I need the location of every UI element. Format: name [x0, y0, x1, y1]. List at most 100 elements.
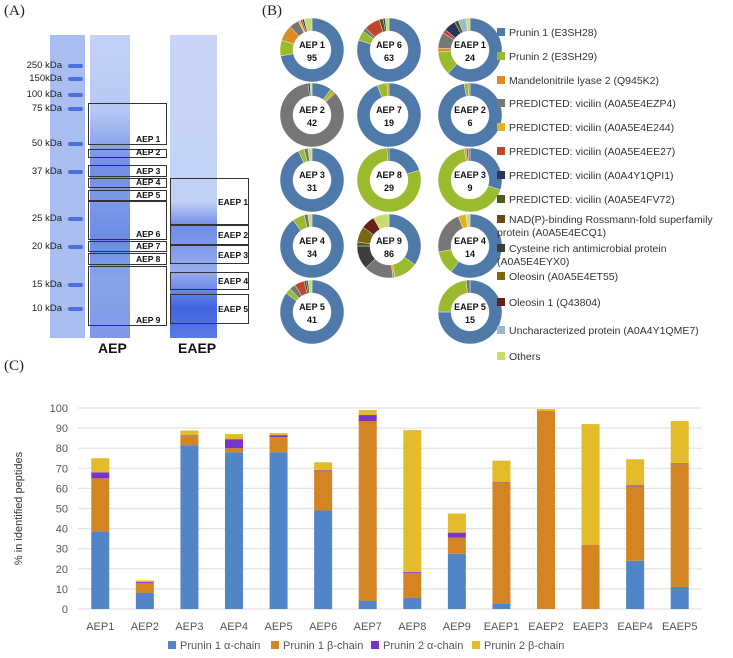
legend-swatch [271, 641, 279, 649]
bar-segment-prunin-2-α-chain [314, 470, 333, 472]
band-label: AEP 7 [136, 241, 161, 251]
band-box-eaep [170, 272, 249, 290]
x-tick-label: EAEP3 [573, 621, 608, 633]
donut-aep-2: AEP 2 42 [279, 82, 345, 148]
y-tick-label: 0 [62, 604, 68, 616]
donut-aep-5: AEP 5 41 [279, 279, 345, 345]
donut-segment [450, 213, 503, 279]
legend-label: Prunin 2 α-chain [383, 640, 463, 652]
donut-aep-4: AEP 4 34 [279, 213, 345, 279]
donut-segment [279, 279, 345, 345]
x-tick-label: AEP5 [265, 621, 293, 633]
legend-label: Prunin 2 β-chain [484, 640, 564, 652]
donut-aep-6: AEP 6 63 [356, 17, 422, 83]
legend-item: PREDICTED: vicilin (A0A5E4FV72) [497, 194, 729, 207]
marker-label: 10 kDa [31, 303, 62, 314]
band-label: AEP 1 [136, 134, 161, 144]
marker-band [68, 77, 83, 81]
donut-count: 41 [307, 315, 317, 325]
legend-label: Mandelonitrile lyase 2 (Q945K2) [509, 75, 659, 87]
legend-label: PREDICTED: vicilin (A0A5E4EZP4) [509, 98, 676, 110]
legend-label: Uncharacterized protein (A0A4Y1QME7) [509, 325, 699, 337]
bar-segment-prunin-1-β-chain [581, 544, 600, 609]
donut-segment [437, 82, 503, 148]
x-tick-label: AEP9 [443, 621, 471, 633]
marker-band [68, 107, 83, 111]
donut-eaep-2: EAEP 2 6 [437, 82, 503, 148]
x-tick-label: EAEP4 [617, 621, 652, 633]
bar-segment-prunin-1-α-chain [91, 531, 110, 609]
marker-label: 150kDa [29, 73, 62, 84]
bar-segment-prunin-2-α-chain [492, 481, 511, 483]
stacked-bar-chart: 0 10 20 30 40 50 60 70 80 90 100 % in identified pe… [13, 403, 702, 652]
donut-label: AEP 7 [376, 105, 402, 115]
legend-label: Prunin 2 (E3SH29) [509, 51, 598, 63]
bar-segment-prunin-1-β-chain [269, 437, 288, 453]
y-tick-label: 30 [56, 544, 68, 556]
donut-label: EAEP 1 [454, 40, 486, 50]
bar-segment-prunin-2-β-chain [670, 421, 689, 464]
bar-segment-prunin-2-α-chain [447, 532, 466, 538]
x-tick-label: AEP4 [220, 621, 248, 633]
bar-segment-prunin-1-α-chain [269, 452, 288, 609]
panel-label-c: (C) [4, 358, 24, 374]
donut-segment [307, 279, 313, 294]
band-box-eaep [170, 178, 249, 225]
y-tick-label: 60 [56, 483, 68, 495]
donut-segment [279, 147, 345, 213]
legend-item: Prunin 1 (E3SH28) [497, 27, 729, 40]
bar-segment-prunin-2-β-chain [626, 459, 645, 486]
legend-label: Oleosin 1 (Q43804) [509, 297, 601, 309]
legend-item: Oleosin (A0A5E4ET55) [497, 271, 729, 284]
donut-aep-9: AEP 9 86 [356, 213, 422, 279]
donut-segment [447, 17, 503, 83]
donut-label: AEP 5 [299, 302, 325, 312]
band-box-aep [88, 241, 167, 252]
donut-eaep-1: EAEP 1 24 [437, 17, 503, 83]
bar-segment-prunin-1-β-chain [403, 572, 422, 598]
chart-legend-item: Prunin 1 α-chain [168, 640, 260, 652]
legend-item: PREDICTED: vicilin (A0A5E4E244) [497, 122, 729, 135]
donut-aep-1: AEP 1 95 [279, 17, 345, 83]
donut-aep-3: AEP 3 31 [279, 147, 345, 213]
bar-segment-prunin-1-β-chain [447, 537, 466, 554]
bar-segment-prunin-1-β-chain [91, 478, 110, 532]
y-tick-label: 80 [56, 443, 68, 455]
bar-segment-prunin-1-α-chain [403, 597, 422, 609]
band-label: AEP 6 [136, 229, 161, 239]
legend-item: Cysteine rich antimicrobial protein (A0A… [497, 243, 729, 268]
band-label: AEP 4 [136, 177, 161, 187]
band-label: AEP 3 [136, 166, 161, 176]
bar-segment-prunin-1-α-chain [358, 600, 377, 609]
donut-label: AEP 8 [376, 170, 402, 180]
x-tick-label: AEP1 [86, 621, 114, 633]
legend-item: Mandelonitrile lyase 2 (Q945K2) [497, 75, 729, 88]
bar-segment-prunin-2-α-chain [135, 581, 154, 583]
chart-legend-item: Prunin 2 β-chain [472, 640, 564, 652]
marker-band [68, 142, 83, 146]
donut-segment [356, 82, 422, 148]
band-label: EAEP 2 [218, 230, 249, 240]
donut-segment [373, 213, 390, 230]
bar-segment-prunin-1-α-chain [626, 560, 645, 609]
legend-swatch [497, 52, 505, 60]
donut-count: 31 [307, 183, 317, 193]
y-tick-label: 10 [56, 584, 68, 596]
donut-aep-8: AEP 8 29 [356, 147, 422, 213]
panel-label-a: (A) [4, 3, 25, 19]
bar-segment-prunin-2-β-chain [581, 424, 600, 545]
legend-swatch [497, 171, 505, 179]
band-label: EAEP 3 [218, 249, 249, 260]
x-tick-label: AEP2 [131, 621, 159, 633]
donut-count: 42 [307, 118, 317, 128]
y-tick-label: 20 [56, 564, 68, 576]
band-label: EAEP 1 [218, 196, 249, 207]
bar-segment-prunin-1-α-chain [492, 603, 511, 609]
donut-segment [307, 213, 313, 228]
band-box-eaep [170, 245, 249, 264]
donut-charts: AEP 1 95 AEP 2 42 AEP 3 31 AEP 4 34 AEP 5 41 AEP 6… [279, 17, 503, 345]
donut-segment [279, 213, 345, 279]
marker-label: 75 kDa [31, 103, 62, 114]
bar-segment-prunin-2-β-chain [403, 430, 422, 572]
legend-swatch [497, 147, 505, 155]
